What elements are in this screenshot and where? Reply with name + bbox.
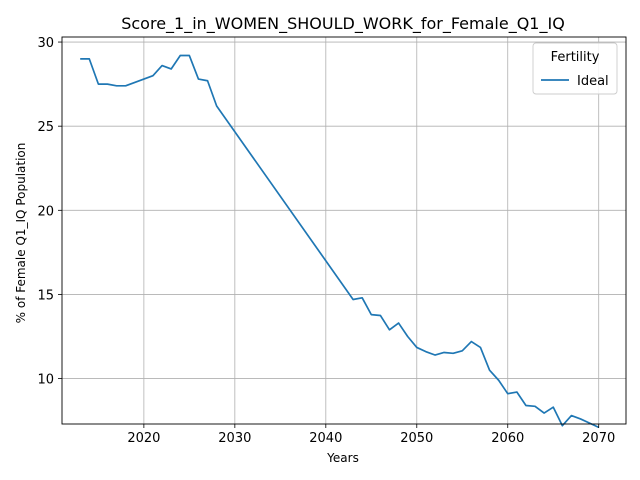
x-tick-label: 2050 [400,431,433,446]
x-tick-label: 2070 [582,431,615,446]
y-tick-label: 30 [37,36,54,51]
chart-title: Score_1_in_WOMEN_SHOULD_WORK_for_Female_… [121,14,565,34]
y-tick-label: 20 [37,204,54,219]
legend-label-ideal: Ideal [577,74,609,89]
y-axis-label: % of Female Q1_IQ Population [14,143,28,324]
y-tick-label: 10 [37,373,54,388]
x-axis-label: Years [326,451,359,465]
x-tick-label: 2060 [491,431,524,446]
x-tick-label: 2020 [127,431,160,446]
y-tick-label: 15 [37,288,54,303]
legend-title: Fertility [551,50,600,65]
legend: Fertility Ideal [533,43,617,94]
y-tick-label: 25 [37,120,54,135]
x-tick-label: 2030 [218,431,251,446]
x-tick-label: 2040 [309,431,342,446]
